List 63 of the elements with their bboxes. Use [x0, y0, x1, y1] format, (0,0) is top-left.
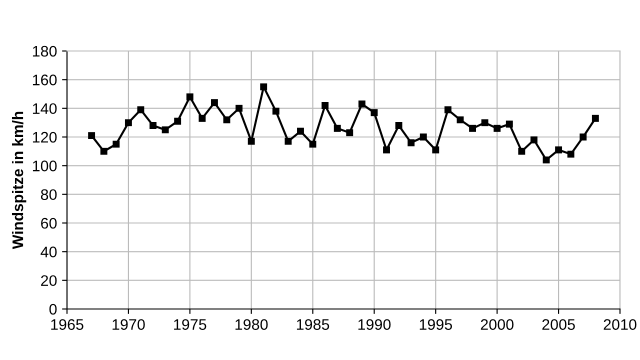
point: [162, 126, 169, 134]
point: [334, 124, 341, 132]
point: [358, 100, 366, 108]
x-tick-label: 1995: [420, 319, 452, 330]
point: [210, 99, 218, 106]
point: [137, 106, 144, 114]
y-tick-label: 100: [32, 160, 57, 172]
point: [580, 134, 587, 140]
point: [236, 104, 243, 112]
point: [100, 148, 108, 155]
x-tick-label: 1990: [358, 319, 391, 330]
point: [456, 116, 464, 124]
point: [248, 138, 255, 145]
y-tick-label: 120: [32, 132, 57, 143]
point: [198, 114, 206, 122]
point: [395, 122, 402, 130]
y-tick-label: 80: [40, 189, 57, 200]
point: [408, 139, 415, 146]
point: [88, 132, 96, 140]
point: [346, 129, 354, 136]
x-tick-label: 2005: [542, 319, 575, 330]
point: [518, 148, 526, 155]
point: [124, 119, 132, 126]
point: [322, 102, 329, 109]
point: [567, 150, 574, 158]
point: [444, 106, 452, 114]
point: [383, 146, 390, 154]
x-tick-label: 1975: [174, 319, 206, 330]
x-tick-label: 2010: [604, 319, 636, 330]
y-tick-label: 40: [40, 246, 57, 258]
x-tick-label: 1965: [51, 319, 84, 330]
y-tick-label: 140: [32, 103, 57, 114]
y-tick-label: 0: [49, 304, 57, 315]
x-tick-label: 1980: [236, 319, 268, 330]
x-tick-label: 1970: [112, 319, 145, 330]
point: [420, 134, 427, 140]
point: [309, 140, 316, 148]
x-tick-label: 1985: [296, 319, 330, 330]
y-tick-label: 180: [32, 46, 57, 57]
x-tick-label: 2000: [480, 319, 514, 330]
point: [186, 93, 194, 100]
point: [592, 114, 599, 122]
y-tick-label: 160: [32, 74, 57, 86]
point: [555, 146, 562, 154]
point: [506, 120, 513, 128]
point: [469, 124, 476, 132]
point: [542, 156, 550, 164]
point: [174, 118, 182, 125]
point: [530, 136, 538, 144]
point: [284, 138, 292, 145]
point: [432, 146, 440, 154]
point: [370, 109, 378, 116]
point: [297, 128, 304, 135]
point: [260, 83, 268, 90]
y-axis-title: Windspitze in km/h: [12, 112, 26, 250]
point: [112, 140, 120, 148]
point: [494, 124, 501, 132]
point: [272, 108, 280, 115]
y-tick-label: 60: [41, 218, 57, 229]
point: [223, 116, 230, 124]
y-tick-label: 20: [41, 275, 57, 286]
point: [150, 122, 156, 130]
point: [481, 119, 488, 126]
